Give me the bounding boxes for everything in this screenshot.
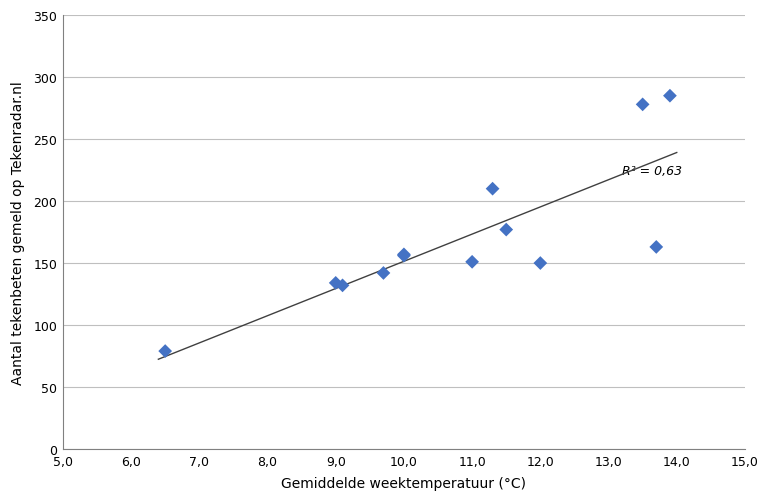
Point bbox=[500, 226, 512, 234]
X-axis label: Gemiddelde weektemperatuur (°C): Gemiddelde weektemperatuur (°C) bbox=[281, 476, 527, 490]
Point bbox=[398, 252, 410, 260]
Point bbox=[466, 259, 478, 267]
Point bbox=[377, 270, 390, 278]
Point bbox=[398, 251, 410, 259]
Y-axis label: Aantal tekenbeten gemeld op Tekenradar.nl: Aantal tekenbeten gemeld op Tekenradar.n… bbox=[11, 81, 25, 384]
Point bbox=[650, 243, 662, 252]
Point bbox=[534, 260, 547, 268]
Text: R² = 0,63: R² = 0,63 bbox=[622, 164, 682, 177]
Point bbox=[664, 93, 676, 101]
Point bbox=[487, 185, 499, 193]
Point bbox=[637, 101, 649, 109]
Point bbox=[336, 282, 349, 290]
Point bbox=[159, 347, 172, 355]
Point bbox=[330, 280, 342, 288]
